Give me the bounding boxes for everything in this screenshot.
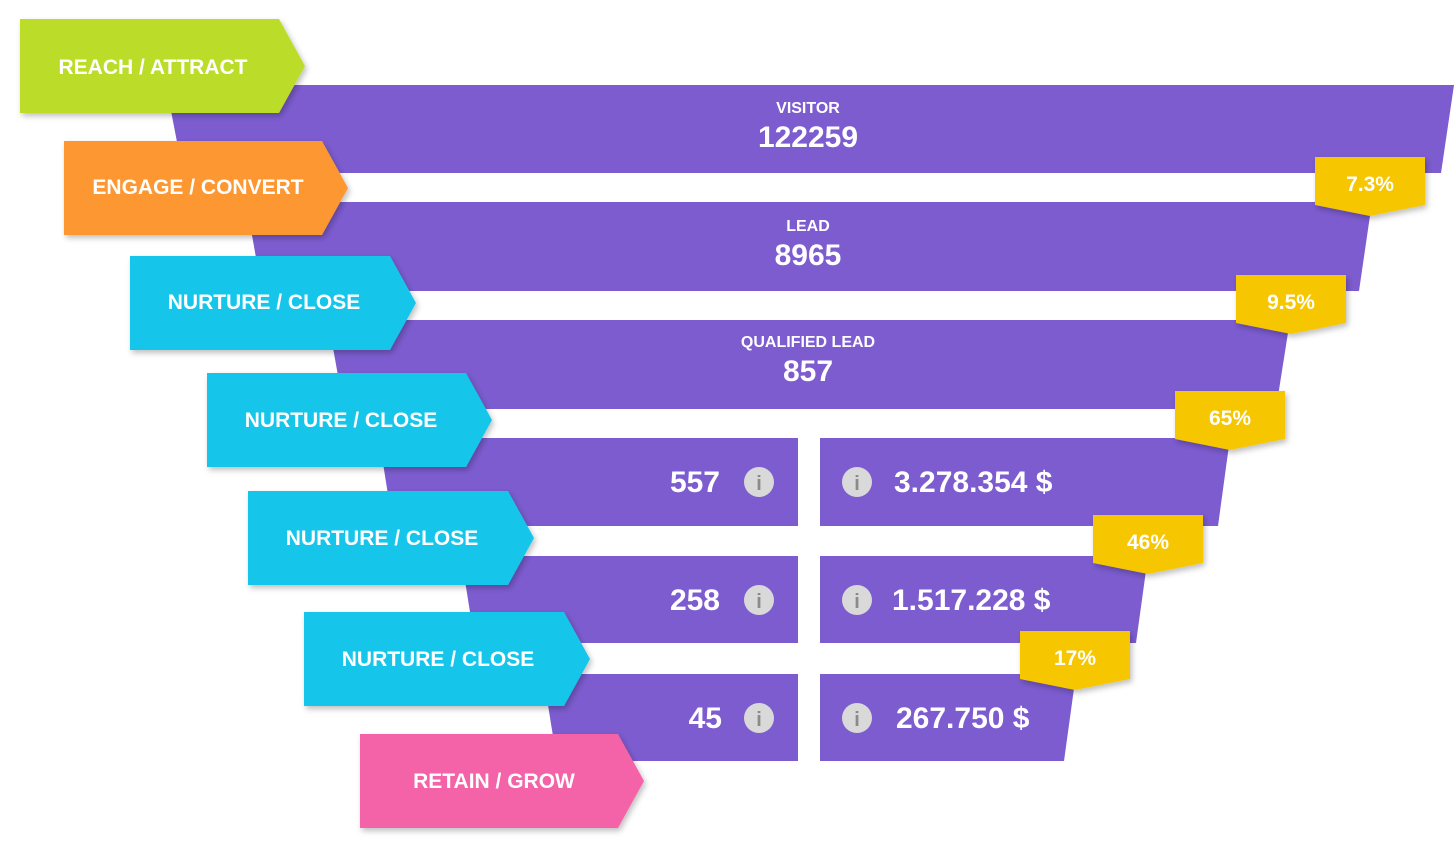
info-icon[interactable]: i [744,585,774,615]
rate-label-5: 17% [1054,647,1096,670]
split-level-texts: 557 i i 3.278.354 $ 258 i i 1.517.228 $ … [670,466,1053,735]
rate-label-2: 9.5% [1267,291,1315,314]
stage-arrow-reach: REACH / ATTRACT [20,19,305,113]
stage-arrow-retain: RETAIN / GROW [360,734,644,828]
stage-arrow-nurture-1: NURTURE / CLOSE [130,256,416,350]
funnel-level-texts: VISITOR 122259 LEAD 8965 QUALIFIED LEAD … [741,100,875,388]
split-count-1: 557 [670,466,720,499]
rate-label-4: 46% [1127,531,1169,554]
split-count-2: 258 [670,584,720,617]
funnel-band-visitor [166,85,1454,173]
info-icon-glyph: i [854,709,860,731]
rate-badge-4: 46% [1093,515,1203,574]
split-count-3: 45 [689,702,722,735]
info-icon-glyph: i [756,473,762,495]
stage-label-reach: REACH / ATTRACT [59,56,248,79]
info-icon[interactable]: i [744,703,774,733]
level-title-lead: LEAD [786,218,830,235]
info-icon[interactable]: i [842,703,872,733]
funnel-band-split-2-right [820,556,1148,643]
funnel-band-split-3-right [820,674,1076,761]
info-icon[interactable]: i [842,585,872,615]
info-icon-glyph: i [756,591,762,613]
stage-arrow-nurture-4: NURTURE / CLOSE [304,612,590,706]
stage-label-engage: ENGAGE / CONVERT [92,176,303,199]
rate-badge-2: 9.5% [1236,275,1346,334]
level-value-qualified-lead: 857 [783,355,833,388]
funnel-band-lead [246,202,1372,291]
stage-label-nurture-4: NURTURE / CLOSE [342,648,535,671]
stage-label-nurture-2: NURTURE / CLOSE [245,409,438,432]
rate-label-3: 65% [1209,407,1251,430]
info-icon-glyph: i [854,473,860,495]
stage-arrow-nurture-3: NURTURE / CLOSE [248,491,534,585]
stage-labels: REACH / ATTRACT ENGAGE / CONVERT NURTURE… [20,19,644,828]
stage-label-nurture-3: NURTURE / CLOSE [286,527,479,550]
level-value-lead: 8965 [775,239,842,272]
info-icon-glyph: i [854,591,860,613]
stage-arrow-nurture-2: NURTURE / CLOSE [207,373,492,467]
stage-arrow-engage: ENGAGE / CONVERT [64,141,348,235]
split-amount-1: 3.278.354 $ [894,466,1053,499]
level-title-qualified-lead: QUALIFIED LEAD [741,334,875,351]
funnel-bands [166,85,1454,761]
level-value-visitor: 122259 [758,121,858,154]
rate-badge-5: 17% [1020,631,1130,690]
level-title-visitor: VISITOR [776,100,840,117]
rate-badge-1: 7.3% [1315,157,1425,216]
rate-label-1: 7.3% [1346,173,1394,196]
funnel-band-qualified-lead [328,320,1290,409]
conversion-rate-badges: 7.3% 9.5% 65% 46% 17% [1020,157,1425,690]
funnel-band-split-1-right [820,438,1230,526]
rate-badge-3: 65% [1175,391,1285,450]
stage-label-nurture-1: NURTURE / CLOSE [168,291,361,314]
split-amount-2: 1.517.228 $ [892,584,1051,617]
info-icon[interactable]: i [842,467,872,497]
info-icon-glyph: i [756,709,762,731]
split-amount-3: 267.750 $ [896,702,1030,735]
stage-label-retain: RETAIN / GROW [413,770,575,793]
info-icon[interactable]: i [744,467,774,497]
